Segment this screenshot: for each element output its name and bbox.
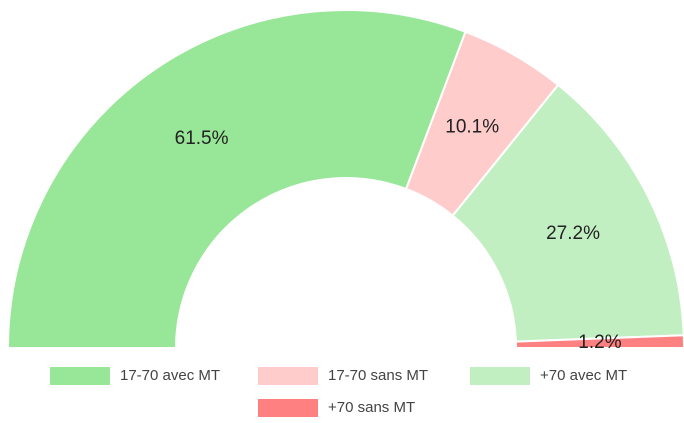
data-label: 10.1% [445, 117, 499, 138]
legend-swatch [470, 367, 530, 385]
data-label: 27.2% [546, 223, 600, 244]
legend-label: 17-70 sans MT [328, 367, 428, 384]
legend-label: +70 avec MT [540, 367, 627, 384]
legend-swatch [258, 367, 318, 385]
slice [6, 9, 467, 349]
data-label: 1.2% [578, 332, 621, 353]
legend-label: +70 sans MT [328, 399, 415, 416]
data-label: 61.5% [175, 128, 229, 149]
legend-swatch [258, 399, 318, 417]
legend-label: 17-70 avec MT [120, 367, 220, 384]
legend-swatch [50, 367, 110, 385]
slice [451, 83, 684, 343]
